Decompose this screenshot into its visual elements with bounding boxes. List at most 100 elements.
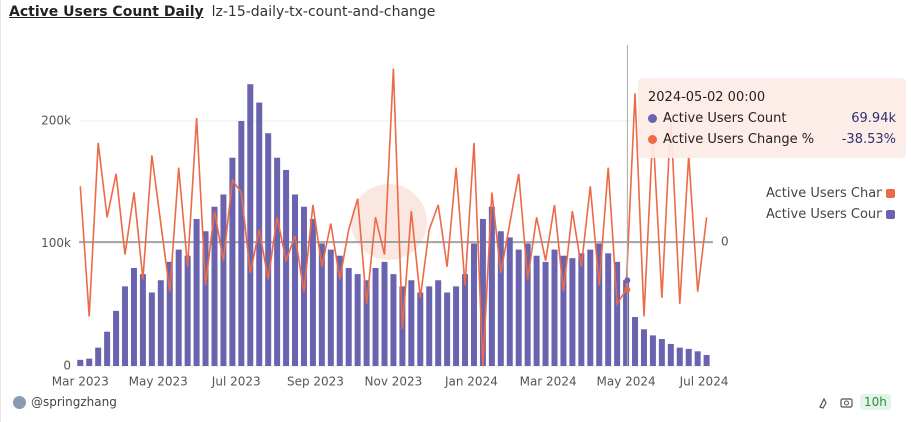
bar <box>506 237 513 366</box>
bar <box>130 267 137 366</box>
x-tick-label: Jul 2023 <box>211 375 261 389</box>
tooltip-dot <box>648 135 657 144</box>
bar <box>86 358 93 366</box>
bar <box>632 316 639 366</box>
bar <box>309 218 316 366</box>
footer: @springzhang <box>13 395 117 409</box>
bar <box>640 329 647 366</box>
bar <box>470 243 477 366</box>
x-tick-label: Mar 2024 <box>520 375 577 389</box>
bar <box>274 157 281 366</box>
legend-item[interactable]: Active Users Count <box>766 204 895 225</box>
bar <box>327 249 334 366</box>
bar <box>193 218 200 366</box>
bar <box>166 261 173 366</box>
icons <box>819 397 853 409</box>
y2-tick-label: 0 <box>721 235 729 249</box>
line <box>79 68 708 367</box>
bar <box>372 267 379 366</box>
y-tick-label: 100k <box>41 236 71 250</box>
bar <box>283 169 290 366</box>
tooltip-value: 69.94k <box>851 111 896 126</box>
bar <box>77 359 84 366</box>
bar <box>95 347 102 366</box>
x-tick-label: Mar 2023 <box>52 375 109 389</box>
bar <box>703 354 710 366</box>
bar <box>148 292 155 366</box>
bar <box>515 249 522 366</box>
bar <box>649 335 656 366</box>
bar <box>390 274 397 366</box>
camera-icon[interactable] <box>840 398 853 408</box>
bar <box>139 274 146 366</box>
bar <box>560 255 567 366</box>
bar <box>408 280 415 366</box>
bar <box>175 249 182 366</box>
share-icon[interactable] <box>819 397 827 409</box>
bar <box>229 157 236 366</box>
tooltip-row: Active Users Count 69.94k <box>648 108 896 129</box>
bar <box>605 253 612 366</box>
avatar <box>13 395 26 409</box>
tooltip-date: 2024-05-02 00:00 <box>648 90 766 105</box>
bar <box>479 218 486 366</box>
bar <box>417 292 424 366</box>
bar <box>122 286 129 366</box>
bar <box>318 243 325 366</box>
bar <box>453 286 460 366</box>
bar <box>435 280 442 366</box>
x-tick-label: Jul 2024 <box>679 375 729 389</box>
bar <box>569 258 576 366</box>
bar <box>524 243 531 366</box>
x-tick-label: May 2024 <box>596 375 655 389</box>
tooltip-rows: Active Users Count 69.94k Active Users Cha… <box>648 108 896 150</box>
bar <box>104 331 111 366</box>
age: 10h <box>864 395 887 409</box>
x-tick-label: May 2023 <box>129 375 188 389</box>
bar <box>345 267 352 366</box>
chart-subtitle: lz-15-daily-tx-count-and-change <box>211 4 436 20</box>
author[interactable]: @springzhang <box>31 395 117 409</box>
bar <box>587 249 594 366</box>
tooltip-point <box>624 286 631 293</box>
bar <box>292 194 299 366</box>
bar <box>113 310 120 366</box>
age-badge: 10h <box>860 394 891 410</box>
bar <box>211 206 218 366</box>
bar <box>462 274 469 366</box>
bar <box>667 343 674 366</box>
bar <box>336 255 343 366</box>
bar <box>533 255 540 366</box>
bar <box>614 261 621 366</box>
bar <box>220 194 227 366</box>
y-tick-label: 200k <box>41 113 71 127</box>
x-tick-label: Sep 2023 <box>287 375 344 389</box>
bar <box>381 261 388 366</box>
legend-item[interactable]: Active Users Change % <box>766 183 895 204</box>
legend-swatch <box>886 189 895 198</box>
bar <box>623 280 630 366</box>
tooltip-date-row: 2024-05-02 00:00 <box>648 87 896 108</box>
bar <box>694 351 701 366</box>
bar <box>497 231 504 366</box>
bar <box>676 347 683 366</box>
bar <box>157 280 164 366</box>
header: Active Users Count Daily lz-15-daily-tx-c… <box>9 4 435 20</box>
bar <box>596 243 603 366</box>
bar <box>685 348 692 366</box>
camera-lens <box>844 400 849 406</box>
watermark <box>351 184 427 260</box>
bar <box>488 206 495 366</box>
tooltip-point <box>624 277 631 284</box>
bar <box>184 255 191 366</box>
legend-label: Active Users Count <box>766 207 882 222</box>
tooltip: 2024-05-02 00:00 Active Users Count 69.94… <box>638 78 906 158</box>
bar <box>444 292 451 366</box>
bar <box>551 249 558 366</box>
bar <box>426 286 433 366</box>
bar <box>354 274 361 366</box>
bar <box>265 133 272 366</box>
chart-title[interactable]: Active Users Count Daily <box>9 4 204 20</box>
